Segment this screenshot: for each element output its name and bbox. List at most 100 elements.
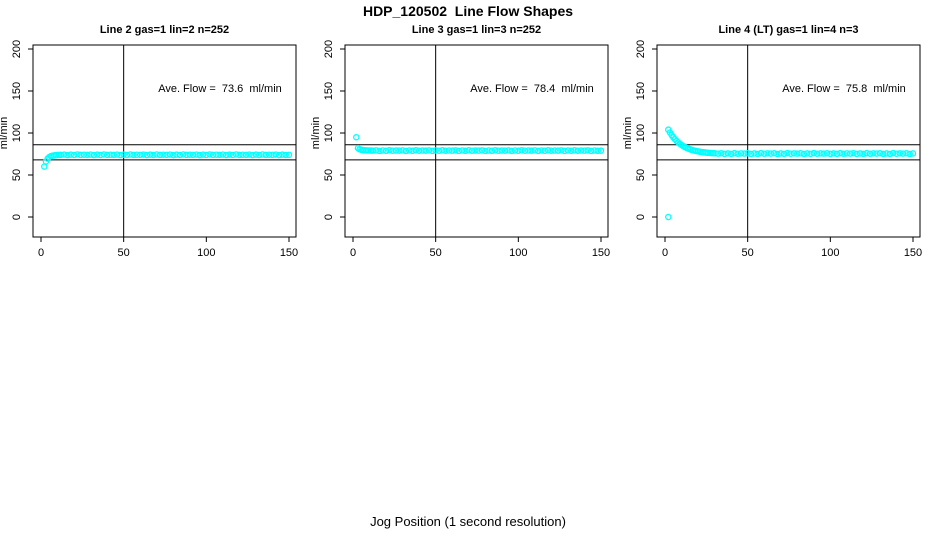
data-point bbox=[173, 151, 180, 158]
ave-flow-annotation: Ave. Flow = 78.4 ml/min bbox=[470, 83, 594, 95]
data-point bbox=[60, 151, 68, 158]
y-tick-label: 0 bbox=[11, 214, 23, 220]
data-point bbox=[538, 147, 545, 154]
data-point bbox=[382, 147, 390, 155]
data-point bbox=[866, 150, 874, 157]
data-point bbox=[117, 151, 124, 159]
panel-line-2: Line 2 gas=1 lin=2 n=252 0 50 100 150 0 50 100… bbox=[0, 22, 312, 288]
data-point bbox=[405, 147, 413, 154]
x-tick-label: 150 bbox=[592, 247, 610, 259]
data-point bbox=[57, 151, 65, 159]
data-point bbox=[272, 151, 280, 158]
data-point bbox=[833, 150, 841, 158]
data-point bbox=[717, 149, 725, 157]
data-point bbox=[226, 151, 233, 158]
data-point bbox=[581, 147, 588, 154]
data-point bbox=[90, 151, 98, 159]
data-point bbox=[445, 147, 453, 154]
data-point bbox=[860, 150, 867, 158]
data-point bbox=[574, 147, 582, 154]
data-point bbox=[711, 149, 718, 157]
data-point bbox=[127, 151, 134, 158]
data-point bbox=[754, 150, 761, 158]
plot-box bbox=[32, 44, 297, 238]
y-tick-label: 0 bbox=[635, 214, 647, 220]
data-point bbox=[275, 151, 283, 159]
y-tick-label: 200 bbox=[11, 40, 23, 58]
data-point bbox=[584, 147, 592, 154]
data-point bbox=[515, 147, 522, 155]
data-point bbox=[439, 147, 446, 154]
data-point bbox=[176, 151, 184, 159]
data-point bbox=[199, 151, 207, 158]
data-point bbox=[886, 150, 894, 158]
data-point bbox=[193, 151, 200, 158]
y-axis-title: ml/min bbox=[0, 117, 10, 149]
data-point bbox=[558, 147, 565, 154]
y-axis-title: ml/min bbox=[622, 117, 634, 149]
x-tick-label: 150 bbox=[904, 247, 922, 259]
data-point bbox=[429, 147, 436, 155]
data-point bbox=[143, 151, 151, 159]
data-point bbox=[846, 150, 854, 157]
data-point bbox=[508, 147, 515, 155]
data-point bbox=[209, 151, 217, 159]
data-point bbox=[817, 150, 824, 157]
data-point bbox=[140, 151, 147, 158]
data-point bbox=[744, 149, 751, 157]
data-point bbox=[389, 147, 396, 154]
data-point bbox=[160, 151, 167, 159]
data-point bbox=[561, 147, 568, 155]
data-point bbox=[170, 151, 177, 159]
data-point bbox=[893, 150, 900, 157]
data-point bbox=[830, 150, 837, 157]
data-point bbox=[123, 151, 131, 159]
data-point bbox=[196, 151, 203, 159]
data-point bbox=[130, 151, 137, 159]
data-point bbox=[850, 149, 857, 157]
data-point bbox=[203, 151, 210, 159]
data-point bbox=[767, 150, 775, 157]
data-point bbox=[412, 147, 420, 154]
data-point bbox=[544, 147, 552, 154]
data-point bbox=[285, 151, 293, 159]
data-point bbox=[80, 151, 88, 159]
data-point bbox=[475, 147, 482, 154]
data-point bbox=[120, 151, 127, 158]
data-point bbox=[107, 151, 114, 159]
data-point bbox=[787, 150, 794, 157]
y-tick-label: 100 bbox=[323, 124, 335, 142]
data-point bbox=[279, 151, 286, 158]
data-point bbox=[587, 147, 595, 155]
data-point bbox=[432, 147, 439, 154]
y-tick-label: 50 bbox=[11, 169, 23, 181]
data-point bbox=[419, 147, 426, 154]
data-point bbox=[146, 151, 154, 158]
data-point bbox=[219, 151, 227, 158]
data-point bbox=[236, 151, 243, 159]
data-point bbox=[402, 147, 410, 155]
x-tick-label: 50 bbox=[430, 247, 442, 259]
data-point bbox=[482, 147, 489, 155]
data-point bbox=[442, 147, 449, 154]
data-point bbox=[369, 147, 377, 154]
data-point bbox=[458, 147, 466, 154]
data-point bbox=[534, 147, 542, 155]
data-point bbox=[820, 150, 827, 157]
data-point bbox=[415, 147, 423, 154]
data-point bbox=[77, 151, 84, 159]
data-point bbox=[246, 151, 253, 158]
data-point bbox=[249, 151, 256, 159]
panel-line-3-title: Line 3 gas=1 lin=3 n=252 bbox=[411, 24, 542, 36]
data-point bbox=[282, 151, 289, 159]
data-point bbox=[665, 213, 672, 221]
data-point bbox=[84, 151, 91, 159]
data-point bbox=[252, 151, 260, 158]
data-point bbox=[498, 147, 506, 154]
data-point bbox=[376, 147, 383, 155]
panel-line-4: Line 4 (LT) gas=1 lin=4 n=3 0 50 100 150 0 50… bbox=[622, 22, 936, 288]
data-point bbox=[269, 151, 276, 159]
data-point bbox=[567, 147, 575, 155]
data-point bbox=[425, 147, 433, 154]
data-point bbox=[379, 147, 387, 154]
